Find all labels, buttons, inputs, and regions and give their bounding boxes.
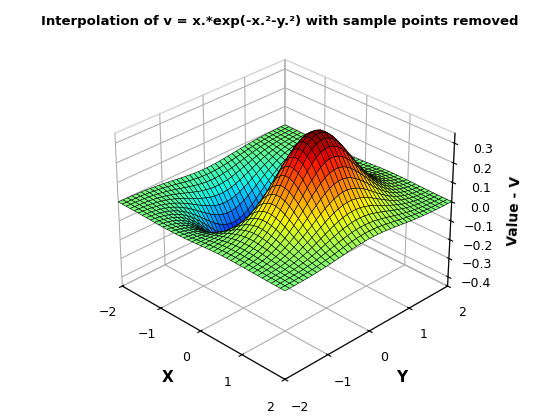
Title: Interpolation of v = x.*exp(-x.²-y.²) with sample points removed: Interpolation of v = x.*exp(-x.²-y.²) wi… (41, 15, 519, 28)
Y-axis label: Y: Y (396, 370, 408, 385)
X-axis label: X: X (162, 370, 174, 385)
